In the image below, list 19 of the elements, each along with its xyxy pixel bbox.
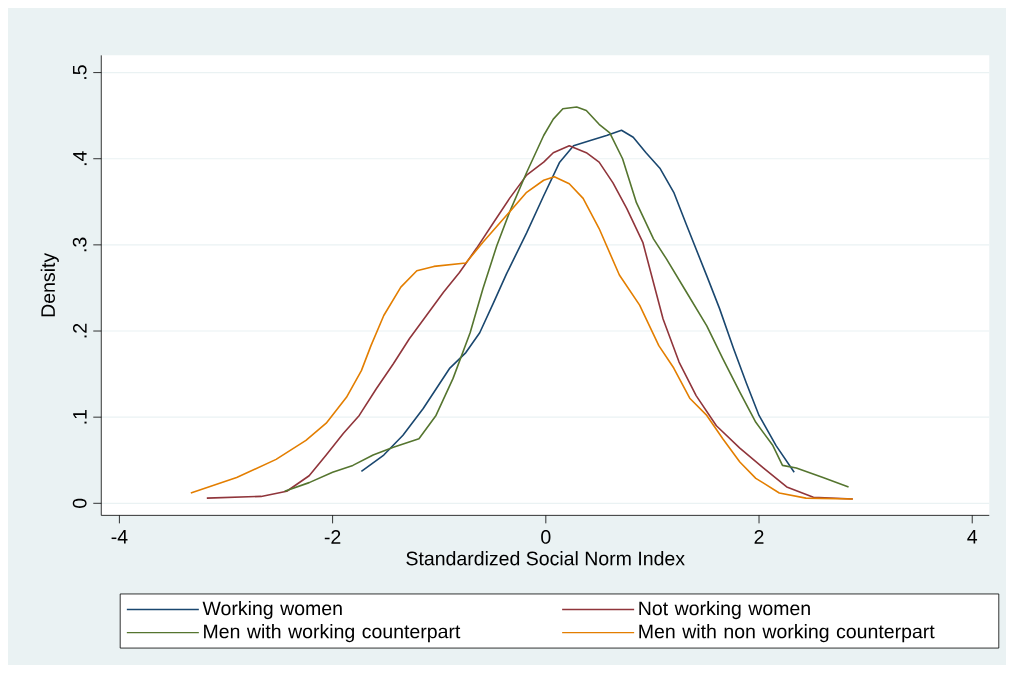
y-tick-label: .3 [72, 237, 87, 252]
y-tick-label: .4 [73, 151, 87, 166]
y-axis-title: Density [40, 252, 59, 317]
y-tick-label: 0 [72, 498, 87, 508]
x-tick-label: 0 [541, 530, 551, 544]
x-tick-label: 2 [754, 530, 764, 544]
line-series [360, 129, 795, 474]
x-tick-label: -4 [111, 530, 128, 544]
x-tick-label: 4 [967, 530, 978, 544]
line-series [283, 106, 850, 493]
legend-label: Working women [202, 600, 342, 620]
legend-label: Men with working counterpart [204, 624, 461, 643]
legend-label: Not working women [639, 600, 810, 620]
y-tick-label: .2 [72, 323, 87, 338]
x-axis-title: Standardized Social Norm Index [406, 551, 685, 566]
legend-label: Men with non working counterpart [639, 624, 935, 643]
y-tick-label: .5 [72, 65, 87, 79]
x-tick-label: -2 [324, 530, 341, 544]
y-tick-label: .1 [73, 409, 87, 424]
